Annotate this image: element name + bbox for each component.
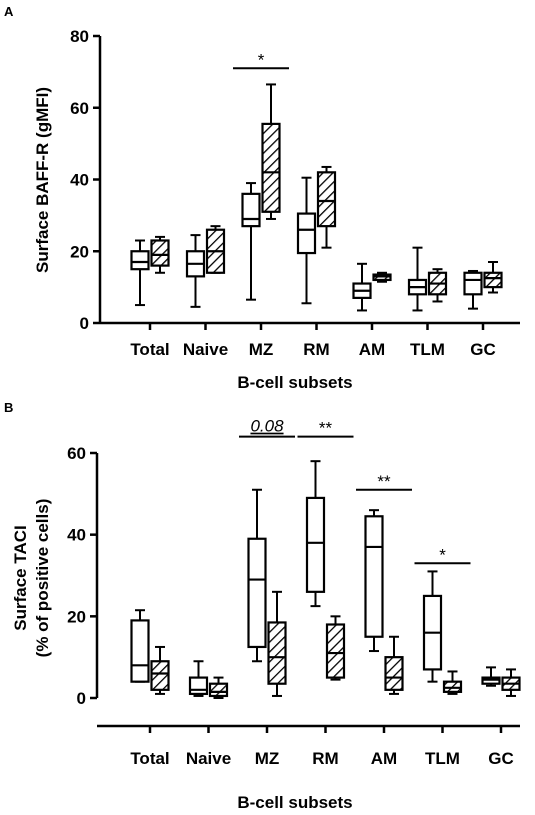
plot-area-a: 0 20 40 60 80 Total Naive MZ RM AM TLM GC * [70,27,520,359]
box [384,656,404,691]
open-box-total [130,239,150,307]
hatched-box-naive [208,676,229,699]
y-tick-label: 0 [77,689,86,708]
panel-a: A Surface BAFF-R (gMFI) B-cell subsets 0… [4,4,520,392]
box [316,171,337,228]
hatched-box-naive [205,225,226,274]
x-axis-title-b: B-cell subsets [237,793,352,812]
panel-letter-b: B [4,400,13,415]
hatched-box-tlm [427,268,448,303]
open-box-rm [305,460,326,608]
box [325,623,346,679]
significance-label: * [258,50,265,69]
y-tick-label: 20 [70,242,89,261]
box [130,250,150,271]
open-box-am [364,509,384,653]
hatched-box-tlm [442,670,463,695]
y-tick-label: 20 [67,607,86,626]
hatched-box-gc [483,261,503,294]
y-axis-title: Surface TACI [11,525,30,631]
significance-label: * [439,545,446,564]
hatched-box-rm [325,615,346,681]
x-tick-label: TLM [410,340,445,359]
hatched-box-total [150,235,170,274]
y-tick-label: 60 [70,99,89,118]
open-box-mz [247,488,267,663]
open-box-rm [296,176,317,305]
box [463,271,483,296]
x-tick-label: MZ [255,749,280,768]
hatched-box-mz [261,83,281,220]
y-tick-label: 60 [67,444,86,463]
open-box-gc [481,666,501,687]
box [267,621,287,685]
y-axis-title-line2: (% of positive cells) [33,499,52,658]
hatched-box-total [150,645,170,695]
open-box-tlm [407,246,428,312]
x-tick-label: RM [303,340,329,359]
x-tick-label: AM [371,749,397,768]
significance-label: ** [319,419,333,438]
hatched-box-rm [316,165,337,249]
x-tick-label: GC [488,749,514,768]
x-tick-label: Total [130,340,169,359]
box [150,660,170,691]
box [247,537,267,649]
y-axis-title-a: Surface BAFF-R (gMFI) [33,87,52,273]
x-tick-label: Total [130,749,169,768]
panel-b: B Surface TACI (% of positive cells) B-c… [4,400,521,812]
panel-letter-a: A [4,4,14,19]
box [130,619,150,683]
box [296,212,317,255]
box [208,682,229,698]
open-box-tlm [422,570,443,683]
box [188,676,209,696]
open-box-am [352,262,372,312]
open-box-gc [463,269,483,310]
hatched-box-am [372,271,392,283]
box [150,239,170,267]
hatched-box-gc [501,668,521,697]
hatched-box-am [384,635,404,695]
y-tick-label: 0 [80,314,89,333]
y-tick-label: 40 [67,526,86,545]
y-tick-label: 40 [70,171,89,190]
x-tick-label: Naive [183,340,228,359]
x-tick-label: RM [312,749,338,768]
box [241,192,261,228]
box [483,271,503,289]
box [305,496,326,593]
hatched-box-mz [267,590,287,697]
significance-label: ** [377,472,391,491]
open-box-total [130,609,150,683]
x-tick-label: GC [470,340,496,359]
y-axis-title: Surface BAFF-R (gMFI) [33,87,52,273]
x-tick-label: AM [359,340,385,359]
x-axis-title-a: B-cell subsets [237,373,352,392]
box [261,122,281,213]
x-tick-label: TLM [425,749,460,768]
significance-label: 0.08 [250,417,284,436]
x-tick-label: MZ [249,340,274,359]
x-tick-label: Naive [186,749,231,768]
open-box-naive [185,234,206,308]
open-box-mz [241,182,261,301]
y-tick-label: 80 [70,27,89,46]
open-box-naive [188,660,209,697]
y-axis-title-b: Surface TACI (% of positive cells) [11,499,52,658]
box [364,515,384,638]
